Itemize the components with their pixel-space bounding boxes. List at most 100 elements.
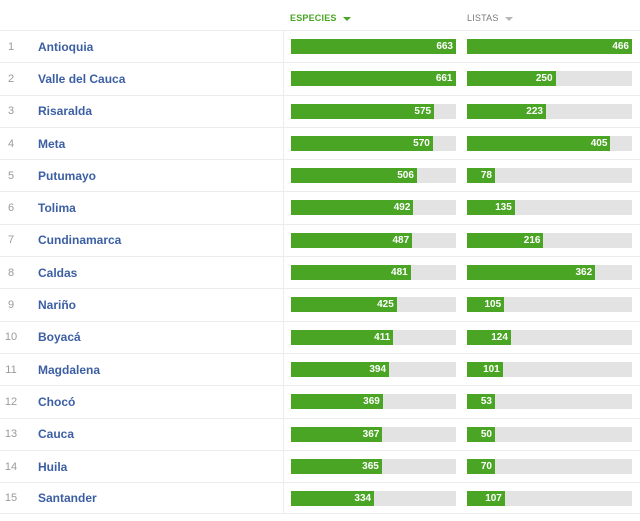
region-name-link[interactable]: Magdalena	[38, 362, 101, 377]
listas-bar-track: 101	[467, 361, 632, 377]
row-rank: 12	[4, 395, 18, 408]
row-rank: 2	[7, 72, 15, 85]
row-rank: 6	[7, 202, 15, 215]
especies-bar-track: 481	[291, 265, 456, 281]
especies-bar-fill: 506	[291, 168, 417, 184]
listas-bar-track: 107	[467, 491, 632, 507]
especies-bar-track: 367	[291, 426, 456, 442]
especies-header-label: ESPECIES	[290, 13, 337, 23]
region-name-link[interactable]: Santander	[38, 491, 97, 506]
listas-bar-track: 216	[467, 232, 632, 248]
row-rank: 3	[7, 105, 15, 118]
ranking-table: 1 Antioquia 663 466 2 Valle del Cauca 66…	[0, 30, 640, 515]
sort-desc-icon	[342, 16, 351, 21]
listas-value: 78	[480, 170, 492, 182]
listas-value: 105	[484, 299, 502, 311]
column-divider	[283, 321, 284, 353]
region-name-link[interactable]: Valle del Cauca	[38, 71, 126, 86]
listas-value: 53	[480, 396, 492, 408]
especies-bar-fill: 367	[291, 426, 383, 442]
listas-value: 405	[590, 137, 608, 149]
column-divider	[283, 418, 284, 450]
row-rank: 7	[7, 234, 15, 247]
table-row: 7 Cundinamarca 487 216	[0, 223, 640, 257]
region-name-link[interactable]: Meta	[38, 136, 66, 151]
region-name-link[interactable]: Antioquia	[38, 39, 94, 54]
listas-value: 362	[575, 267, 593, 279]
listas-bar-fill: 223	[467, 103, 546, 119]
especies-value: 369	[363, 396, 380, 408]
especies-bar-fill: 365	[291, 458, 382, 474]
especies-bar-track: 394	[291, 361, 456, 377]
listas-value: 223	[526, 105, 543, 117]
listas-value: 124	[491, 331, 508, 343]
listas-bar-track: 124	[467, 329, 632, 345]
region-name-link[interactable]: Caldas	[38, 265, 78, 280]
especies-bar-fill: 575	[291, 103, 435, 119]
table-row: 13 Cauca 367 50	[0, 417, 640, 450]
especies-sort-header[interactable]: ESPECIES	[290, 13, 351, 23]
especies-value: 425	[377, 299, 394, 311]
region-name-link[interactable]: Cundinamarca	[38, 233, 122, 248]
table-row: 4 Meta 570 405	[0, 126, 640, 160]
column-divider	[283, 386, 284, 418]
region-name-link[interactable]: Boyacá	[38, 330, 81, 345]
especies-bar-fill: 663	[291, 39, 456, 54]
listas-bar-fill: 216	[467, 232, 544, 248]
especies-bar-track: 334	[291, 491, 456, 507]
especies-bar-fill: 394	[291, 361, 390, 377]
listas-value: 250	[535, 73, 553, 85]
especies-value: 365	[362, 460, 379, 472]
listas-bar-fill: 135	[467, 200, 515, 216]
listas-bar-fill: 53	[467, 394, 495, 410]
table-row: 11 Magdalena 394 101	[0, 352, 640, 386]
especies-bar-track: 661	[291, 71, 456, 87]
especies-bar-fill: 661	[291, 71, 456, 87]
table-header: ESPECIES LISTAS	[0, 0, 640, 30]
especies-value: 481	[391, 267, 408, 279]
table-row: 12 Chocó 369 53	[0, 385, 640, 418]
especies-bar-fill: 481	[291, 265, 411, 281]
column-divider	[283, 483, 284, 514]
listas-bar-fill: 250	[467, 71, 556, 87]
region-name-link[interactable]: Cauca	[38, 427, 75, 442]
column-divider	[283, 192, 284, 224]
column-divider	[283, 160, 284, 192]
region-name-link[interactable]: Putumayo	[38, 168, 97, 183]
listas-value: 216	[523, 234, 541, 246]
listas-bar-track: 50	[467, 426, 632, 442]
column-divider	[283, 353, 284, 386]
region-name-link[interactable]: Chocó	[38, 394, 76, 409]
especies-bar-fill: 487	[291, 232, 413, 248]
listas-bar-fill: 405	[467, 135, 611, 151]
region-name-link[interactable]: Risaralda	[38, 104, 93, 119]
column-divider	[283, 31, 284, 63]
especies-value: 411	[374, 331, 391, 343]
especies-bar-track: 570	[291, 135, 456, 151]
listas-bar-fill: 105	[467, 297, 505, 313]
column-divider	[283, 289, 284, 321]
listas-sort-header[interactable]: LISTAS	[467, 13, 513, 23]
listas-value: 101	[483, 363, 500, 375]
listas-bar-fill: 70	[467, 458, 495, 474]
table-row: 8 Caldas 481 362	[0, 256, 640, 289]
listas-value: 466	[612, 41, 629, 52]
listas-bar-fill: 107	[467, 491, 505, 507]
row-rank: 14	[4, 460, 18, 473]
region-name-link[interactable]: Tolima	[38, 201, 76, 216]
especies-bar-track: 365	[291, 458, 456, 474]
table-row: 6 Tolima 492 135	[0, 191, 640, 224]
especies-value: 663	[436, 41, 453, 52]
especies-bar-fill: 369	[291, 394, 383, 410]
listas-bar-fill: 124	[467, 329, 511, 345]
region-name-link[interactable]: Huila	[38, 459, 68, 474]
listas-bar-track: 223	[467, 103, 632, 119]
especies-value: 575	[414, 105, 432, 117]
listas-value: 50	[480, 428, 492, 440]
especies-value: 492	[393, 202, 411, 214]
row-rank: 1	[7, 40, 15, 53]
region-name-link[interactable]: Nariño	[38, 298, 77, 313]
table-row: 15 Santander 334 107	[0, 482, 640, 515]
listas-value: 135	[495, 202, 512, 214]
listas-bar-track: 105	[467, 297, 632, 313]
